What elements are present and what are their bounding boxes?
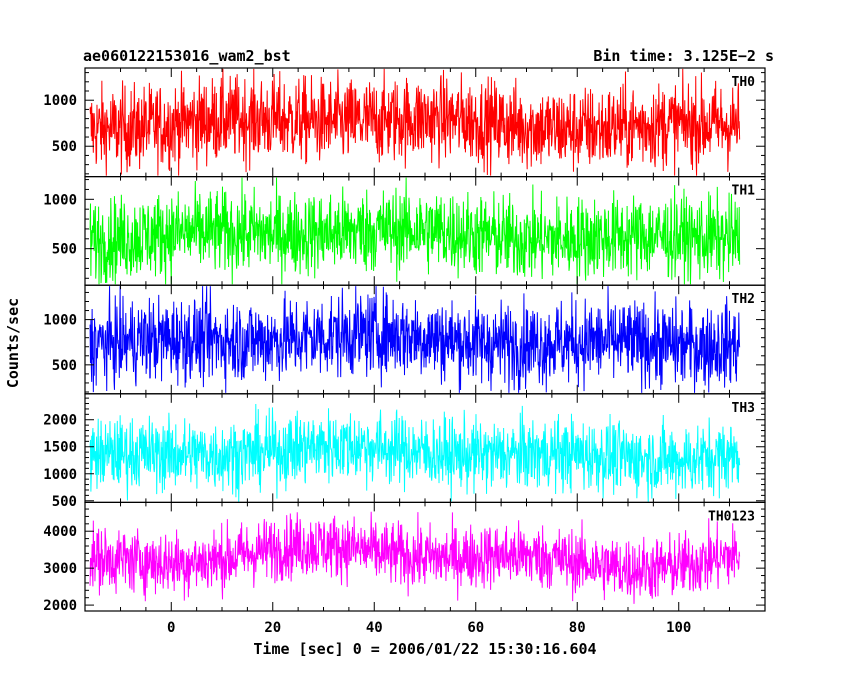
y-tick-label: 1000 [43, 192, 77, 208]
panel-th0: 500 1000 TH0 [43, 67, 766, 178]
y-tick-label: 1500 [43, 440, 77, 456]
chart-title: ae060122153016_wam2_bst [83, 47, 291, 65]
series-th1 [89, 177, 741, 285]
panel-th3: 500 1000 1500 2000 TH3 [43, 393, 766, 510]
y-tick-label: 1000 [43, 467, 77, 483]
panels: 500 1000 TH0 500 1000 TH1 500 1000 TH2 500 1000 150… [43, 67, 766, 614]
x-axis-label: Time [sec] 0 = 2006/01/22 15:30:16.604 [253, 640, 596, 658]
band-label-th0123: TH0123 [708, 509, 755, 524]
x-tick-label: 60 [467, 620, 484, 636]
y-axis-label: Counts/sec [4, 298, 22, 388]
y-tick-label: 1000 [43, 313, 77, 329]
y-tick-label: 500 [52, 139, 77, 155]
panel-th0123: 2000 3000 4000 TH0123 [43, 501, 766, 614]
y-tick-label: 4000 [43, 524, 77, 540]
band-label-th2: TH2 [732, 292, 755, 307]
series-th3 [89, 403, 741, 502]
y-tick-label: 500 [52, 242, 77, 258]
x-tick-label: 80 [569, 620, 586, 636]
panel-th1: 500 1000 TH1 [43, 176, 766, 286]
series-th0 [89, 68, 741, 176]
x-tick-label: 20 [264, 620, 281, 636]
x-tick-label: 0 [167, 620, 175, 636]
bin-time-label: Bin time: 3.125E−2 s [593, 47, 774, 65]
y-tick-label: 2000 [43, 413, 77, 429]
series-th0123 [89, 511, 741, 604]
y-tick-label: 3000 [43, 561, 77, 577]
panel-th2: 500 1000 TH2 [43, 284, 766, 395]
series-th2 [89, 286, 741, 393]
x-axis: 0 20 40 60 80 100 [167, 620, 691, 636]
y-tick-label: 500 [52, 494, 77, 510]
band-label-th3: TH3 [732, 401, 755, 416]
y-tick-label: 500 [52, 358, 77, 374]
y-tick-label: 2000 [43, 598, 77, 614]
band-label-th0: TH0 [732, 75, 756, 90]
band-label-th1: TH1 [732, 184, 756, 199]
x-tick-label: 40 [366, 620, 383, 636]
y-tick-label: 1000 [43, 93, 77, 109]
x-tick-label: 100 [666, 620, 691, 636]
